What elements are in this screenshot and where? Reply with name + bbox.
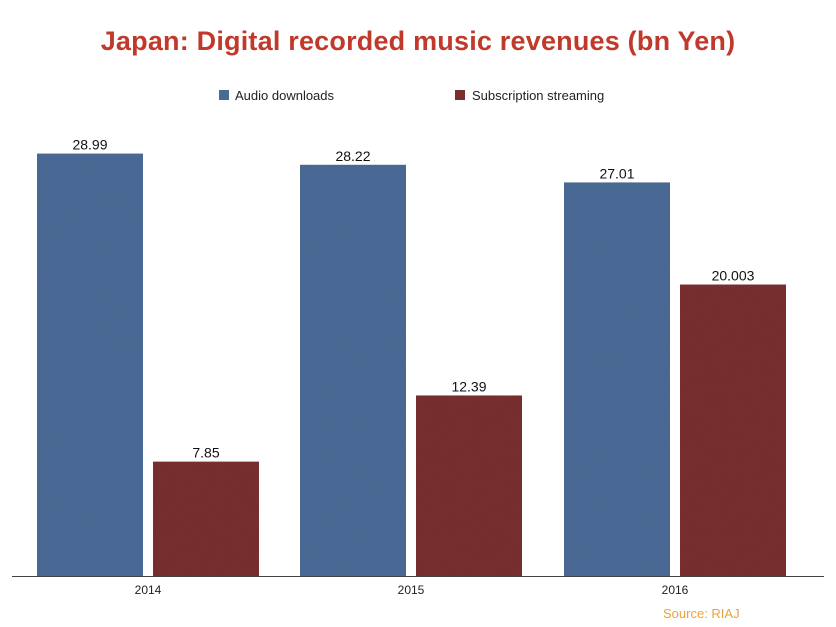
- bars-group: [37, 153, 786, 576]
- legend-label-subscription-streaming: Subscription streaming: [472, 88, 604, 103]
- data-labels-group: 28.99 7.85 28.22 12.39 27.01 20.003: [72, 137, 754, 461]
- chart-title: Japan: Digital recorded music revenues (…: [100, 26, 736, 56]
- data-label-audio-downloads-2015: 28.22: [335, 148, 370, 164]
- legend: Audio downloads Subscription streaming: [219, 88, 604, 103]
- source-note: Source: RIAJ: [663, 606, 740, 621]
- legend-swatch-audio-downloads: [219, 90, 229, 100]
- legend-swatch-subscription-streaming: [455, 90, 465, 100]
- x-tick-label-2014: 2014: [135, 583, 162, 597]
- bar-subscription-streaming-2016: [680, 284, 786, 576]
- bar-subscription-streaming-2014: [153, 461, 259, 576]
- data-label-subscription-streaming-2015: 12.39: [451, 378, 486, 394]
- bar-audio-downloads-2014: [37, 153, 143, 576]
- data-label-subscription-streaming-2014: 7.85: [192, 445, 219, 461]
- bar-subscription-streaming-2015: [416, 395, 522, 576]
- bar-audio-downloads-2016: [564, 182, 670, 576]
- legend-label-audio-downloads: Audio downloads: [235, 88, 335, 103]
- x-tick-label-2016: 2016: [662, 583, 689, 597]
- data-label-audio-downloads-2016: 27.01: [599, 165, 634, 181]
- data-label-subscription-streaming-2016: 20.003: [712, 268, 755, 284]
- data-label-audio-downloads-2014: 28.99: [72, 137, 107, 153]
- bar-audio-downloads-2015: [300, 164, 406, 576]
- x-tick-labels-group: 2014 2015 2016: [135, 583, 689, 597]
- x-tick-label-2015: 2015: [398, 583, 425, 597]
